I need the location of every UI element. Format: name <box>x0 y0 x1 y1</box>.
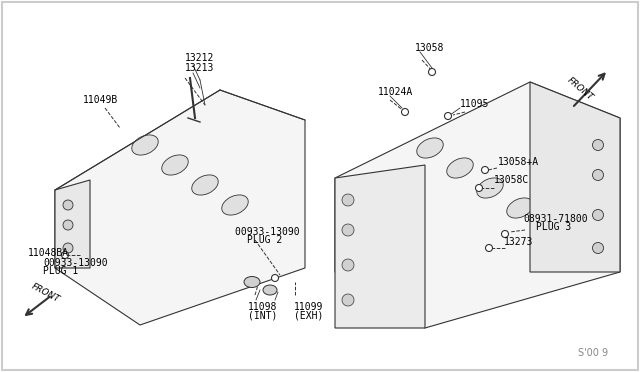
Ellipse shape <box>221 195 248 215</box>
Polygon shape <box>530 82 620 272</box>
Text: 13213: 13213 <box>185 63 214 73</box>
Text: 11095: 11095 <box>460 99 490 109</box>
Text: 00933-13090: 00933-13090 <box>43 258 108 268</box>
Text: PLUG 2: PLUG 2 <box>247 235 282 245</box>
Text: FRONT: FRONT <box>30 282 61 304</box>
Ellipse shape <box>342 224 354 236</box>
Text: 13058: 13058 <box>415 43 444 53</box>
Text: (INT): (INT) <box>248 310 277 320</box>
Ellipse shape <box>264 286 271 294</box>
Ellipse shape <box>593 243 604 253</box>
Ellipse shape <box>401 109 408 115</box>
Ellipse shape <box>63 243 73 253</box>
Ellipse shape <box>61 251 68 259</box>
Text: 11049B: 11049B <box>83 95 118 105</box>
Ellipse shape <box>244 276 260 288</box>
Text: PLUG 3: PLUG 3 <box>536 222 572 232</box>
Ellipse shape <box>502 231 509 237</box>
Ellipse shape <box>445 112 451 119</box>
Ellipse shape <box>481 167 488 173</box>
Ellipse shape <box>593 170 604 180</box>
Ellipse shape <box>342 259 354 271</box>
Ellipse shape <box>63 220 73 230</box>
Polygon shape <box>55 90 305 325</box>
Ellipse shape <box>342 294 354 306</box>
Text: 13273: 13273 <box>504 237 533 247</box>
Ellipse shape <box>507 198 533 218</box>
Text: 08931-71800: 08931-71800 <box>523 214 588 224</box>
Ellipse shape <box>447 158 473 178</box>
Text: 13058+A: 13058+A <box>498 157 539 167</box>
Ellipse shape <box>162 155 188 175</box>
Text: 11098: 11098 <box>248 302 277 312</box>
Polygon shape <box>335 165 425 328</box>
Text: (EXH): (EXH) <box>294 310 323 320</box>
Ellipse shape <box>429 68 435 76</box>
Text: 11099: 11099 <box>294 302 323 312</box>
Text: FRONT: FRONT <box>565 76 595 102</box>
Ellipse shape <box>593 209 604 221</box>
Ellipse shape <box>486 244 493 251</box>
Text: 11024A: 11024A <box>378 87 413 97</box>
Text: PLUG 1: PLUG 1 <box>43 266 78 276</box>
Text: 13212: 13212 <box>185 53 214 63</box>
Ellipse shape <box>417 138 444 158</box>
Ellipse shape <box>476 185 483 192</box>
Polygon shape <box>335 82 620 328</box>
Ellipse shape <box>192 175 218 195</box>
Ellipse shape <box>132 135 158 155</box>
Ellipse shape <box>593 140 604 151</box>
Text: S'00 9: S'00 9 <box>578 348 608 358</box>
Ellipse shape <box>477 178 503 198</box>
Text: 11048BA: 11048BA <box>28 248 69 258</box>
Ellipse shape <box>342 194 354 206</box>
Ellipse shape <box>63 200 73 210</box>
Polygon shape <box>55 180 90 268</box>
Text: 00933-13090: 00933-13090 <box>235 227 305 237</box>
Ellipse shape <box>263 285 277 295</box>
Ellipse shape <box>271 275 278 282</box>
Text: 13058C: 13058C <box>494 175 529 185</box>
